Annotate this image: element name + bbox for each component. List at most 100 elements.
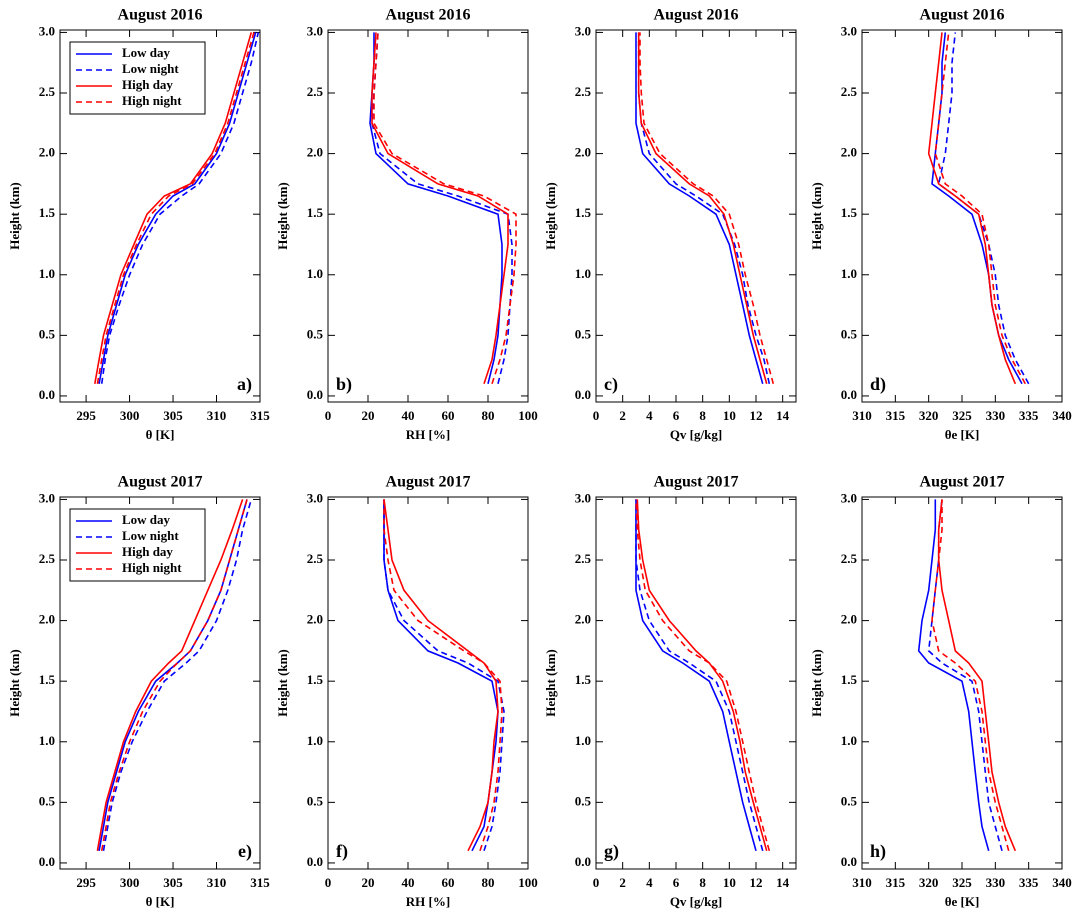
y-tick-label: 1.0 bbox=[841, 733, 857, 748]
x-tick-label: 20 bbox=[362, 408, 375, 423]
y-tick-label: 0.0 bbox=[841, 387, 857, 402]
legend-label: High day bbox=[122, 544, 173, 559]
x-tick-label: 8 bbox=[699, 408, 706, 423]
plot-frame bbox=[595, 29, 797, 403]
x-tick-label: 330 bbox=[986, 408, 1006, 423]
profile-line bbox=[100, 32, 260, 384]
y-tick-label: 0.0 bbox=[841, 854, 857, 869]
panel-title: August 2017 bbox=[386, 474, 471, 491]
y-tick-label: 2.0 bbox=[39, 145, 55, 160]
panel-title: August 2017 bbox=[654, 474, 739, 491]
y-tick-label: 3.0 bbox=[307, 23, 323, 38]
plot-frame bbox=[327, 29, 529, 403]
y-tick-label: 0.5 bbox=[307, 793, 324, 808]
y-tick-label: 0.0 bbox=[575, 854, 591, 869]
y-tick-label: 2.5 bbox=[575, 84, 592, 99]
y-tick-label: 2.5 bbox=[841, 551, 858, 566]
x-tick-label: 10 bbox=[723, 408, 736, 423]
y-axis-label: Height (km) bbox=[275, 649, 290, 717]
profile-line bbox=[635, 499, 764, 852]
profile-line bbox=[100, 499, 248, 851]
y-tick-label: 3.0 bbox=[575, 490, 591, 505]
x-tick-label: 320 bbox=[919, 408, 939, 423]
y-tick-label: 2.5 bbox=[841, 84, 858, 99]
y-tick-label: 2.5 bbox=[39, 551, 56, 566]
y-tick-label: 3.0 bbox=[841, 490, 857, 505]
x-tick-label: 325 bbox=[952, 408, 972, 423]
y-axis-label: Height (km) bbox=[543, 649, 558, 717]
x-tick-label: 320 bbox=[919, 875, 939, 890]
panel-title: August 2016 bbox=[386, 7, 471, 24]
x-tick-label: 4 bbox=[646, 408, 653, 423]
x-tick-label: 300 bbox=[120, 408, 140, 423]
x-tick-label: 100 bbox=[518, 408, 538, 423]
x-axis-label: θ [K] bbox=[146, 427, 175, 442]
x-tick-label: 4 bbox=[646, 875, 653, 890]
profile-line bbox=[94, 32, 253, 384]
x-tick-label: 0 bbox=[593, 408, 600, 423]
profile-line bbox=[371, 32, 509, 385]
legend-label: High day bbox=[122, 77, 173, 92]
y-tick-label: 1.5 bbox=[307, 205, 324, 220]
x-tick-label: 340 bbox=[1052, 875, 1072, 890]
y-tick-label: 3.0 bbox=[39, 490, 55, 505]
y-tick-label: 1.0 bbox=[39, 733, 55, 748]
plot-frame bbox=[861, 29, 1063, 403]
panel-label: e) bbox=[238, 841, 252, 862]
x-tick-label: 60 bbox=[442, 875, 455, 890]
x-tick-label: 2 bbox=[619, 875, 626, 890]
y-tick-label: 1.5 bbox=[575, 205, 592, 220]
y-tick-label: 3.0 bbox=[307, 490, 323, 505]
y-tick-label: 2.5 bbox=[307, 84, 324, 99]
profile-line bbox=[373, 32, 517, 385]
profile-line bbox=[98, 499, 248, 851]
y-tick-label: 1.0 bbox=[575, 266, 591, 281]
profile-line bbox=[934, 32, 1027, 385]
y-tick-label: 2.0 bbox=[575, 145, 591, 160]
y-tick-label: 0.5 bbox=[841, 793, 858, 808]
x-tick-label: 40 bbox=[402, 408, 415, 423]
profile-line bbox=[635, 499, 771, 852]
x-tick-label: 310 bbox=[852, 408, 872, 423]
x-tick-label: 295 bbox=[76, 875, 96, 890]
y-tick-label: 2.5 bbox=[307, 551, 324, 566]
profile-line bbox=[636, 499, 768, 852]
y-tick-label: 2.5 bbox=[575, 551, 592, 566]
panel-title: August 2016 bbox=[920, 7, 1005, 24]
x-tick-label: 305 bbox=[163, 408, 183, 423]
legend-label: Low night bbox=[122, 528, 179, 543]
x-tick-label: 325 bbox=[952, 875, 972, 890]
x-tick-label: 8 bbox=[699, 875, 706, 890]
y-axis-label: Height (km) bbox=[809, 182, 824, 250]
panel-label: a) bbox=[237, 374, 252, 395]
x-tick-label: 310 bbox=[852, 875, 872, 890]
y-tick-label: 3.0 bbox=[841, 23, 857, 38]
x-tick-label: 0 bbox=[325, 408, 332, 423]
profile-line bbox=[917, 499, 990, 852]
y-tick-label: 0.5 bbox=[307, 326, 324, 341]
x-tick-label: 340 bbox=[1052, 408, 1072, 423]
profile-line bbox=[927, 499, 1003, 852]
y-tick-label: 2.0 bbox=[841, 145, 857, 160]
y-tick-label: 0.5 bbox=[575, 793, 592, 808]
x-tick-label: 6 bbox=[673, 408, 680, 423]
plot-frame bbox=[59, 496, 261, 870]
legend-label: High night bbox=[122, 93, 182, 108]
profile-line bbox=[931, 32, 1023, 385]
y-tick-label: 0.5 bbox=[841, 326, 858, 341]
profile-line bbox=[937, 499, 1017, 852]
profile-line bbox=[102, 499, 253, 851]
y-tick-label: 1.5 bbox=[575, 672, 592, 687]
x-tick-label: 335 bbox=[1019, 875, 1039, 890]
profile-line bbox=[637, 32, 771, 384]
panel-label: g) bbox=[604, 841, 619, 862]
x-tick-label: 20 bbox=[362, 875, 375, 890]
profile-line bbox=[96, 499, 244, 851]
y-tick-label: 3.0 bbox=[39, 23, 55, 38]
y-tick-label: 1.0 bbox=[307, 733, 323, 748]
panel-title: August 2016 bbox=[654, 7, 739, 24]
y-tick-label: 0.5 bbox=[39, 793, 56, 808]
y-tick-label: 0.0 bbox=[307, 387, 323, 402]
y-tick-label: 2.0 bbox=[841, 612, 857, 627]
panel-label: c) bbox=[604, 374, 618, 395]
